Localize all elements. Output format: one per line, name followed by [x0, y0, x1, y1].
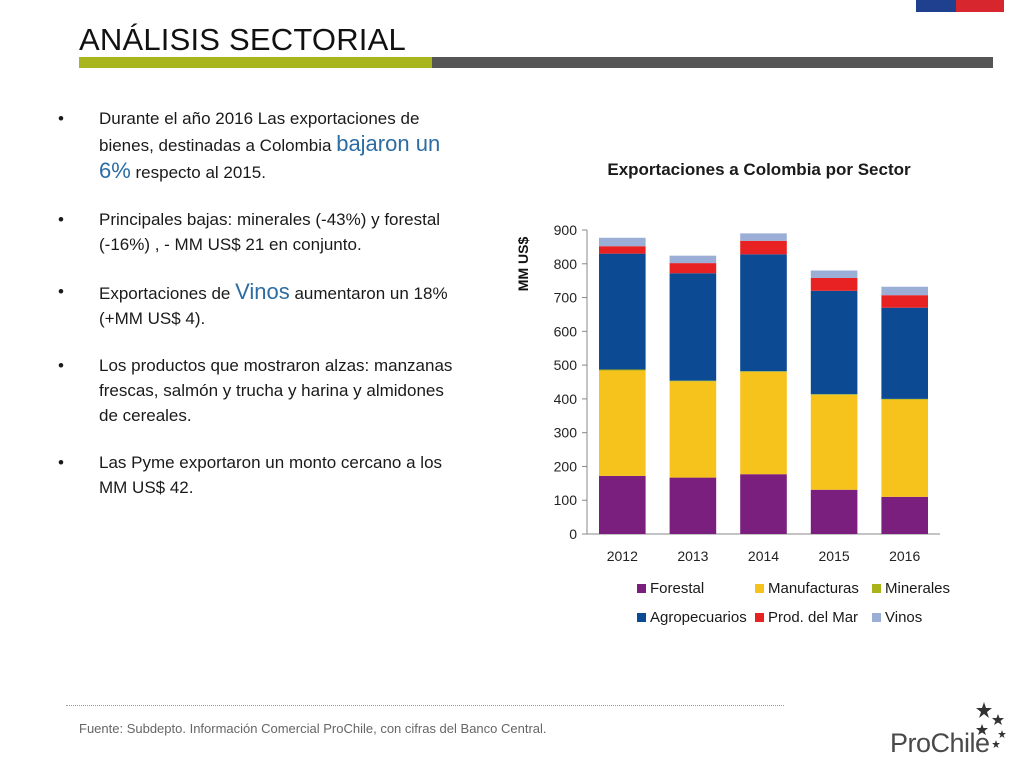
- bar-segment-agropecuarios-2015: [810, 290, 858, 395]
- bar-segment-minerales-2016: [881, 398, 928, 400]
- bar-segment-vinos-2012: [599, 237, 646, 247]
- bar-segment-forestal-2014: [740, 474, 787, 534]
- bullet-item: • Durante el año 2016 Las exportaciones …: [58, 106, 458, 185]
- bullet-dot: •: [58, 210, 64, 229]
- chart-title: Exportaciones a Colombia por Sector: [607, 160, 911, 179]
- bar-segment-manufacturas-2012: [599, 370, 646, 476]
- bar-segment-forestal-2012: [599, 475, 646, 534]
- flag-red-stripe: [956, 0, 1004, 12]
- bar-segment-agropecuarios-2016: [881, 307, 928, 399]
- title-underline-gray: [432, 57, 993, 68]
- legend-item: Agropecuarios: [637, 609, 747, 626]
- prochile-stars-icon: [976, 702, 1006, 748]
- bar-segment-forestal-2015: [810, 489, 858, 534]
- bar-segment-prod-del-mar-2013: [669, 263, 717, 274]
- x-tick-label: 2014: [748, 548, 779, 564]
- y-tick-label: 700: [554, 290, 578, 306]
- bullet-text-end: aumentaron un 18% (+MM US$ 4).: [99, 284, 448, 328]
- bullet-text: Los productos que mostraron alzas: manza…: [99, 356, 453, 425]
- y-tick-label: 800: [554, 256, 578, 272]
- legend-swatch: [755, 613, 764, 622]
- bar-segment-manufacturas-2014: [740, 371, 787, 475]
- bar-segment-forestal-2016: [881, 496, 928, 534]
- bullet-dot: •: [58, 356, 64, 375]
- bullet-text: Las Pyme exportaron un monto cercano a l…: [99, 453, 443, 497]
- bar-segment-forestal-2013: [669, 477, 717, 534]
- bullet-text: Principales bajas: minerales (-43%) y fo…: [99, 210, 441, 254]
- legend-item: Prod. del Mar: [755, 609, 858, 626]
- bullet-dot: •: [58, 453, 64, 472]
- bullet-text: Durante el año 2016 Las exportaciones de…: [99, 109, 420, 155]
- source-note: Fuente: Subdepto. Información Comercial …: [79, 721, 547, 736]
- bar-segment-prod-del-mar-2014: [740, 240, 787, 255]
- title-underline-green: [79, 57, 432, 68]
- bar-segment-prod-del-mar-2016: [881, 295, 928, 308]
- bar-segment-vinos-2013: [669, 255, 717, 264]
- legend-label: Agropecuarios: [650, 609, 747, 626]
- bullet-dot: •: [58, 282, 64, 301]
- legend-item: Vinos: [872, 609, 922, 626]
- bar-segment-minerales-2013: [669, 380, 717, 382]
- bar-segment-minerales-2014: [740, 371, 787, 372]
- bullet-dot: •: [58, 109, 64, 128]
- legend-swatch: [637, 584, 646, 593]
- bar-segment-minerales-2012: [599, 369, 646, 371]
- y-tick-label: 900: [554, 222, 578, 238]
- legend-swatch: [872, 584, 881, 593]
- bar-segment-vinos-2014: [740, 233, 787, 241]
- bullet-text: Exportaciones de: [99, 284, 236, 303]
- x-tick-label: 2016: [889, 548, 920, 564]
- legend-swatch: [755, 584, 764, 593]
- flag-blue-stripe: [916, 0, 956, 12]
- prochile-logo: ProChile: [890, 728, 990, 758]
- bullet-text-end: respecto al 2015.: [130, 163, 266, 182]
- x-tick-label: 2012: [607, 548, 638, 564]
- y-axis-label: MM US$: [515, 237, 531, 292]
- y-tick-label: 500: [554, 357, 578, 373]
- y-tick-label: 300: [554, 425, 578, 441]
- bar-segment-agropecuarios-2012: [599, 253, 646, 370]
- y-tick-label: 0: [569, 526, 577, 542]
- bullet-item: • Las Pyme exportaron un monto cercano a…: [58, 450, 458, 500]
- legend-item: Forestal: [637, 580, 704, 597]
- bar-segment-minerales-2015: [810, 394, 858, 395]
- legend-item: Minerales: [872, 580, 950, 597]
- y-tick-label: 400: [554, 391, 578, 407]
- y-tick-label: 100: [554, 492, 578, 508]
- bullet-item: • Exportaciones de Vinos aumentaron un 1…: [58, 279, 458, 331]
- bar-segment-manufacturas-2016: [881, 399, 928, 497]
- bar-segment-agropecuarios-2014: [740, 254, 787, 372]
- x-tick-label: 2013: [677, 548, 708, 564]
- legend-label: Manufacturas: [768, 580, 859, 597]
- y-tick-label: 200: [554, 458, 578, 474]
- page-title: ANÁLISIS SECTORIAL: [79, 22, 406, 57]
- bar-segment-agropecuarios-2013: [669, 273, 717, 381]
- legend-label: Vinos: [885, 609, 923, 626]
- legend-label: Minerales: [885, 580, 951, 597]
- bar-segment-manufacturas-2015: [810, 394, 858, 490]
- y-tick-label: 600: [554, 323, 578, 339]
- bullet-highlight: bajaron un 6%: [99, 131, 441, 183]
- bar-segment-manufacturas-2013: [669, 381, 717, 478]
- legend-label: Prod. del Mar: [768, 609, 859, 626]
- legend-swatch: [637, 613, 646, 622]
- bar-segment-vinos-2015: [810, 270, 858, 278]
- x-tick-label: 2015: [819, 548, 850, 564]
- legend-label: Forestal: [650, 580, 705, 597]
- legend-item: Manufacturas: [755, 580, 859, 597]
- bar-segment-prod-del-mar-2012: [599, 246, 646, 254]
- legend-swatch: [872, 613, 881, 622]
- bullet-list: • Durante el año 2016 Las exportaciones …: [58, 106, 458, 522]
- bullet-highlight: Vinos: [235, 279, 290, 304]
- bar-segment-prod-del-mar-2015: [810, 277, 858, 291]
- bullet-item: • Los productos que mostraron alzas: man…: [58, 353, 458, 428]
- footer-divider: [66, 705, 784, 706]
- stacked-bar-chart: 0 100 200 300 400 500 600 700 800 900 MM US$ 2012 20…: [515, 222, 940, 564]
- bullet-item: • Principales bajas: minerales (-43%) y …: [58, 207, 458, 257]
- bar-segment-vinos-2016: [881, 286, 928, 296]
